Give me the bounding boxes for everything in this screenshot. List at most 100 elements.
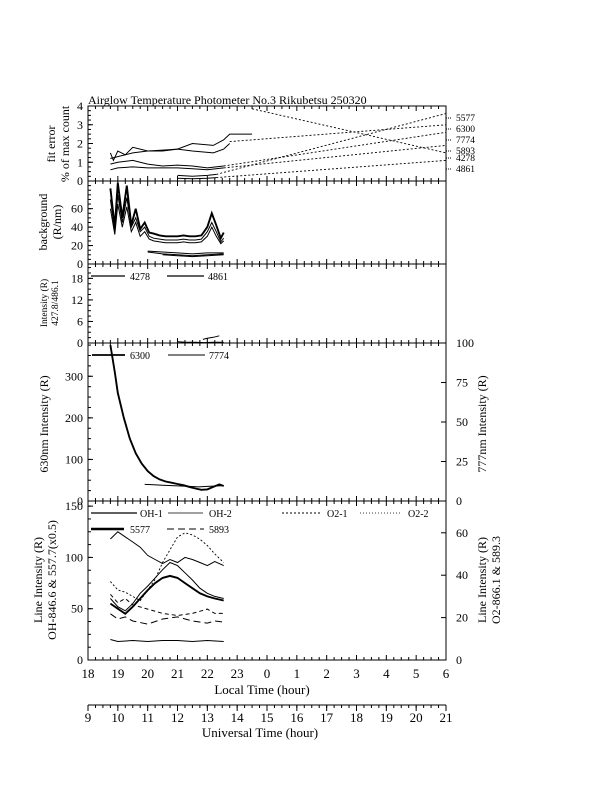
series-7774: [144, 483, 224, 488]
y-right-tick-label: 100: [456, 336, 474, 350]
y-tick-label: 300: [65, 369, 83, 383]
series-floor: [110, 639, 224, 643]
series-5893: [223, 144, 447, 169]
legend-label-7774: 7774: [209, 351, 229, 362]
y-tick-label: 0: [77, 494, 83, 508]
fit-error-right-label: 4861: [456, 165, 475, 175]
legend-label-o21: O2-1: [327, 509, 348, 520]
fit-error-right-label: 5893: [456, 147, 475, 157]
local-time-axis-title: Local Time (hour): [214, 682, 309, 697]
series-4861: [177, 177, 217, 180]
universal-time-tick-labels: 9 10 11 12 13 14 15 16 17 18 19 20 21: [85, 705, 453, 725]
series-line: [147, 250, 224, 255]
universal-time-axis: 9 10 11 12 13 14 15 16 17 18 19 20 21 Universal Time…: [85, 704, 453, 740]
ylabel-line: Line Intensity (R): [475, 537, 489, 623]
ylabel-line: % of max count: [58, 105, 72, 182]
y-tick-label: 4: [77, 99, 83, 113]
local-time-tick-label: 18: [82, 666, 95, 681]
legend-label-5577: 5577: [130, 525, 150, 536]
ratio-series: [202, 335, 220, 340]
ylabel-line: O2-866.1 & 589.3: [489, 536, 503, 624]
panel-background: [87, 180, 447, 265]
fit-error-right-label: 7774: [456, 136, 475, 146]
ratio-ylabel: Intensity (R)427.8/486.1: [39, 279, 61, 327]
y-tick-label: 100: [65, 550, 83, 564]
legend-label-6300: 6300: [130, 351, 150, 362]
universal-time-tick-label: 10: [111, 710, 124, 725]
y-tick-label: 200: [65, 411, 83, 425]
series-5893: [110, 613, 224, 625]
y-tick-label: 150: [65, 499, 83, 513]
y-right-tick-label: 20: [456, 611, 468, 625]
series-line: [109, 204, 225, 245]
fit-error-right-label: 4278: [456, 154, 475, 164]
local-time-tick-label: 21: [171, 666, 184, 681]
y-tick-label: 20: [71, 239, 83, 253]
y-right-tick-label: 75: [456, 376, 468, 390]
local-time-tick-label: 2: [323, 666, 330, 681]
legend-label-5893: 5893: [209, 525, 229, 536]
y-tick-label: 18: [71, 271, 83, 285]
y-tick-label: 3: [77, 118, 83, 132]
series-o2-2: [110, 532, 225, 602]
series-6300: [109, 344, 225, 491]
y-tick-label: 1: [77, 155, 83, 169]
ylabel-line: OH-846.6 & 557.7(x0.5): [45, 520, 59, 640]
local-time-tick-label: 20: [141, 666, 154, 681]
ylabel-line: 427.8/486.1: [51, 280, 61, 326]
series-oh-1: [110, 561, 224, 612]
local-time-tick-label: 1: [294, 666, 301, 681]
legend-label-4278: 4278: [130, 272, 150, 283]
y-axis-titles: fit error% of max count background(R/nm)…: [31, 105, 503, 640]
intensity-frame: [87, 342, 447, 502]
background-frame: [87, 180, 447, 265]
y-right-tick-label: 50: [456, 415, 468, 429]
universal-time-tick-label: 21: [440, 710, 453, 725]
line-intensity-legend: OH-1 OH-2 O2-1 O2-2 5577 5893: [91, 509, 429, 536]
universal-time-tick-label: 16: [290, 710, 304, 725]
series-line: [109, 194, 225, 243]
universal-time-tick-label: 12: [171, 710, 184, 725]
y-tick-label: 40: [71, 220, 83, 234]
ylabel-line: Line Intensity (R): [31, 537, 45, 623]
series-5893: [110, 166, 224, 171]
series-5577: [109, 133, 253, 162]
intensity-right-ylabel: 777nm Intensity (R): [475, 375, 489, 472]
intensity-legend: 6300 7774: [92, 351, 229, 362]
y-tick-label: 0: [77, 653, 83, 667]
y-tick-label: 2: [77, 137, 83, 151]
background-series: [109, 182, 225, 258]
local-time-tick-label: 6: [443, 666, 450, 681]
y-tick-label: 0: [77, 336, 83, 350]
series-6300: [229, 124, 447, 143]
local-time-tick-label: 3: [353, 666, 360, 681]
legend-label-o22: O2-2: [408, 509, 429, 520]
series-oh-2: [110, 531, 224, 567]
y-right-tick-label: 40: [456, 568, 468, 582]
series-line: [147, 251, 224, 257]
fit-error-frame: [87, 105, 447, 182]
universal-time-tick-label: 17: [320, 710, 334, 725]
background-ylabel: background(R/nm): [36, 194, 64, 251]
series-o2-1: [110, 593, 224, 617]
line-intensity-left-ylabel: Line Intensity (R)OH-846.6 & 557.7(x0.5): [31, 520, 59, 640]
local-time-axis: 18 19 20 21 22 23 0 1 2 3 4 5 6 Local Time (hour): [82, 666, 450, 697]
ylabel-line: fit error: [44, 126, 58, 163]
series-line: [162, 254, 224, 258]
y-right-tick-label: 60: [456, 526, 468, 540]
universal-time-tick-label: 14: [231, 710, 245, 725]
legend-label-4861: 4861: [208, 272, 228, 283]
y-tick-label: 100: [65, 452, 83, 466]
y-tick-label: 0: [77, 257, 83, 271]
intensity-series: [109, 341, 225, 491]
fit-error-right-labels: 5577 6300 7774 5893 4278 4861: [446, 114, 475, 175]
legend-label-oh2: OH-2: [209, 509, 232, 520]
universal-time-axis-title: Universal Time (hour): [202, 725, 318, 740]
series-5577: [252, 108, 447, 154]
y-right-tick-label: 25: [456, 455, 468, 469]
series-7774-top: [177, 341, 224, 344]
legend-label-oh1: OH-1: [140, 509, 163, 520]
series-5577: [109, 574, 224, 616]
local-time-tick-label: 4: [383, 666, 390, 681]
y-tick-label: 12: [71, 293, 83, 307]
